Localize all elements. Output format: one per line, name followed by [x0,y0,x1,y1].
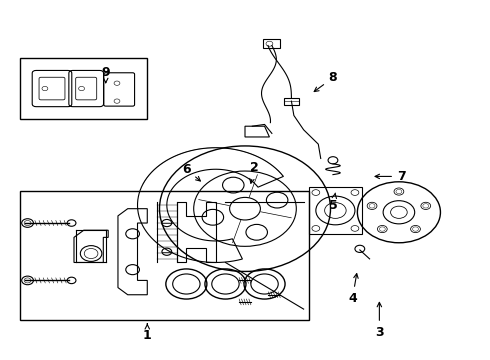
Text: 9: 9 [101,66,110,83]
Text: 1: 1 [143,324,151,342]
Text: 7: 7 [375,170,406,183]
Bar [263,40,280,48]
Bar [309,187,362,234]
Text: 8: 8 [314,71,337,91]
Text: 5: 5 [329,193,337,212]
Text: 3: 3 [375,302,384,339]
Text: 2: 2 [250,161,259,183]
Text: 6: 6 [182,163,200,181]
Bar [284,98,299,105]
Text: 4: 4 [348,274,358,305]
